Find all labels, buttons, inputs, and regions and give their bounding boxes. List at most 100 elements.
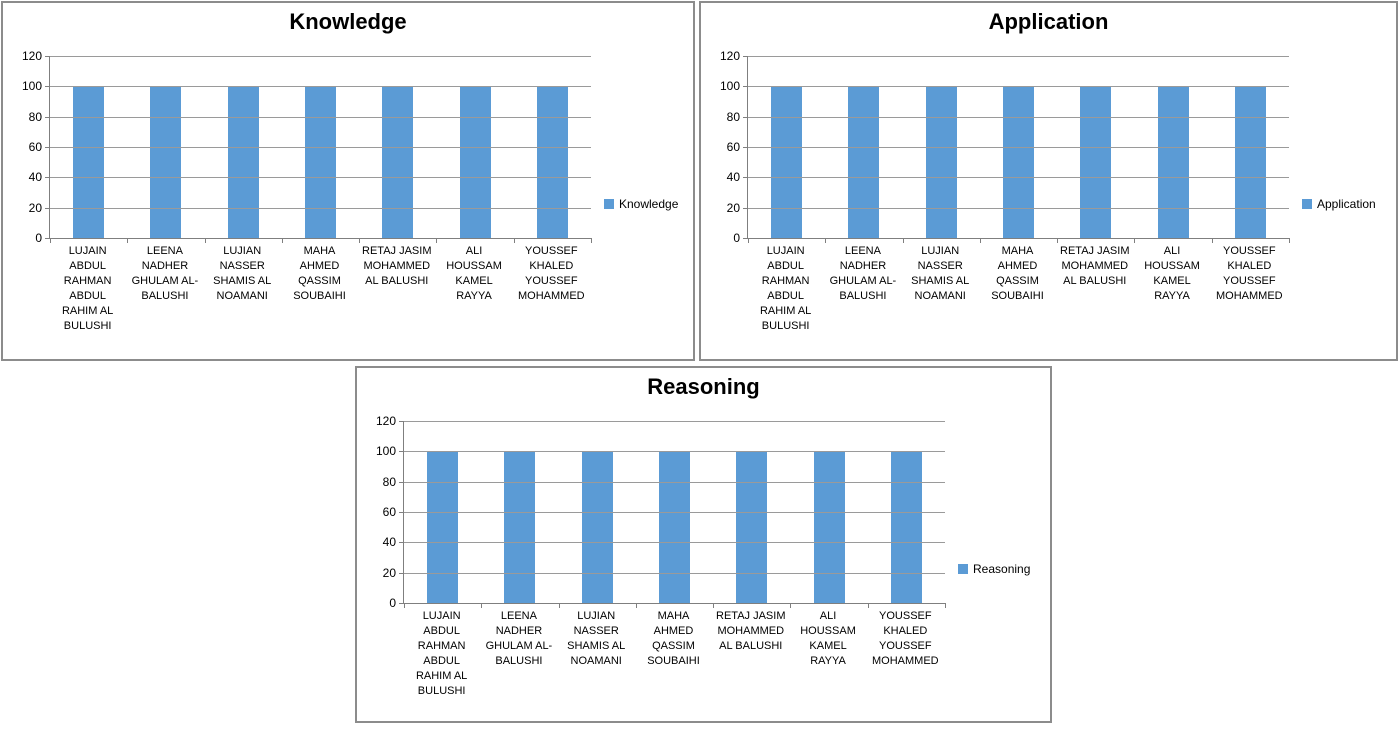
bar-cell — [559, 421, 636, 603]
bar-cell — [205, 56, 282, 238]
chart-application[interactable]: Application 0 20 40 60 80 100 120 LUJAIN ABDUL… — [699, 1, 1398, 361]
y-axis-tick-label: 20 — [726, 200, 740, 215]
gridline — [748, 56, 1289, 57]
x-axis-category-label: LUJIAN NASSER SHAMIS AL NOAMANI — [911, 245, 970, 302]
x-axis-tick-mark — [979, 238, 981, 243]
x-axis-category-label: ALI HOUSSAM KAMEL RAYYA — [446, 245, 502, 302]
gridline — [404, 542, 945, 544]
gridline — [748, 116, 1289, 118]
bar — [73, 86, 105, 238]
x-axis-tick-mark — [1289, 238, 1290, 243]
x-axis-tick-mark — [404, 603, 405, 608]
bar — [504, 451, 536, 603]
x-axis-tick-mark — [825, 238, 827, 243]
x-axis-tick-mark — [902, 238, 904, 243]
gridline — [50, 147, 591, 148]
x-axis-tick-mark — [481, 603, 483, 608]
y-axis-tick-label: 20 — [382, 565, 396, 580]
bars-container — [50, 56, 591, 238]
legend: Knowledge — [604, 197, 678, 211]
y-axis-tick-label: 60 — [382, 505, 396, 519]
y-axis-tick-label: 120 — [21, 49, 42, 63]
bar-cell — [868, 421, 945, 603]
gridline — [50, 86, 591, 88]
bar-cell — [636, 421, 713, 603]
bar — [1234, 86, 1266, 238]
x-axis-category-label: ALI HOUSSAM KAMEL RAYYA — [800, 610, 856, 667]
y-axis-tick-mark — [399, 512, 404, 513]
x-axis-tick-mark — [635, 603, 637, 608]
bar — [382, 86, 414, 238]
gridline — [50, 116, 591, 118]
bar-cell — [713, 421, 790, 603]
x-axis-category-label: LUJAIN ABDUL RAHMAN ABDUL RAHIM AL BULUS… — [415, 610, 468, 697]
y-axis-tick-mark — [743, 116, 748, 118]
bar — [848, 86, 880, 238]
legend-marker-icon — [1302, 199, 1312, 209]
chart-knowledge[interactable]: Knowledge 0 20 40 60 80 100 120 LUJAIN ABDUL R… — [1, 1, 695, 361]
bar — [581, 451, 613, 603]
y-axis-tick-label: 100 — [375, 444, 396, 459]
bar-cell — [282, 56, 359, 238]
plot-area: 0 20 40 60 80 100 120 — [720, 49, 1290, 245]
y-axis-tick-label: 80 — [382, 474, 396, 489]
gridline — [748, 147, 1289, 148]
y-axis-tick-label: 40 — [382, 535, 396, 550]
bar-cell — [903, 56, 980, 238]
bar — [1002, 86, 1034, 238]
legend-marker-icon — [604, 199, 614, 209]
bar-cell — [748, 56, 825, 238]
y-axis-tick-mark — [399, 481, 404, 483]
gridline — [748, 207, 1289, 209]
x-axis-tick-mark — [513, 238, 515, 243]
y-axis-tick-mark — [399, 451, 404, 453]
y-axis-tick-label: 100 — [21, 79, 42, 94]
x-axis-tick-mark — [790, 603, 792, 608]
bar — [427, 451, 459, 603]
gridline — [404, 512, 945, 513]
y-axis-tick-label: 0 — [35, 231, 42, 245]
bar — [1080, 86, 1112, 238]
gridline — [50, 56, 591, 57]
y-axis-tick-mark — [399, 603, 404, 604]
bar — [813, 451, 845, 603]
x-axis-tick-mark — [359, 238, 361, 243]
x-axis-labels: LUJAIN ABDUL RAHMAN ABDUL RAHIM AL BULUS… — [403, 609, 944, 699]
bar-cell — [50, 56, 127, 238]
x-axis-category-label: LEENA NADHER GHULAM AL-BALUSHI — [131, 245, 199, 302]
y-axis-tick-label: 60 — [726, 140, 740, 154]
x-axis-tick-mark — [748, 238, 749, 243]
x-axis-category-label: ALI HOUSSAM KAMEL RAYYA — [1144, 245, 1200, 302]
x-axis-category-label: RETAJ JASIM MOHAMMED AL BALUSHI — [362, 245, 432, 287]
legend-label: Reasoning — [973, 562, 1031, 576]
x-axis-category-label: MAHA AHMED QASSIM SOUBAIHI — [647, 610, 700, 667]
legend-label: Knowledge — [619, 197, 679, 211]
x-axis-category-label: YOUSSEF KHALED YOUSSEF MOHAMMED — [872, 610, 939, 667]
x-axis-category-label: LUJAIN ABDUL RAHMAN ABDUL RAHIM AL BULUS… — [759, 245, 812, 332]
x-axis-labels: LUJAIN ABDUL RAHMAN ABDUL RAHIM AL BULUS… — [49, 244, 590, 334]
chart-title: Reasoning — [647, 374, 760, 399]
bar — [304, 86, 336, 238]
x-axis-tick-mark — [945, 603, 946, 608]
y-axis-tick-label: 120 — [719, 49, 740, 63]
bar — [536, 86, 568, 238]
x-axis-tick-mark — [1211, 238, 1213, 243]
bar-cell — [980, 56, 1057, 238]
y-axis-tick-label: 100 — [719, 79, 740, 94]
x-axis-category-label: YOUSSEF KHALED YOUSSEF MOHAMMED — [1216, 245, 1283, 302]
x-axis-category-label: YOUSSEF KHALED YOUSSEF MOHAMMED — [518, 245, 585, 302]
bar — [459, 86, 491, 238]
bar-cell — [359, 56, 436, 238]
x-axis-labels: LUJAIN ABDUL RAHMAN ABDUL RAHIM AL BULUS… — [747, 244, 1288, 334]
chart-reasoning[interactable]: Reasoning 0 20 40 60 80 100 120 LUJAIN ABDUL R… — [355, 366, 1052, 723]
y-axis-tick-mark — [399, 572, 404, 574]
plot-area: 0 20 40 60 80 100 120 — [376, 414, 946, 610]
gridline — [404, 421, 945, 422]
legend-marker-icon — [958, 564, 968, 574]
y-axis-tick-mark — [45, 116, 50, 118]
x-axis-tick-mark — [591, 238, 592, 243]
bar-cell — [127, 56, 204, 238]
y-axis-tick-mark — [743, 86, 748, 88]
x-axis-tick-mark — [127, 238, 129, 243]
